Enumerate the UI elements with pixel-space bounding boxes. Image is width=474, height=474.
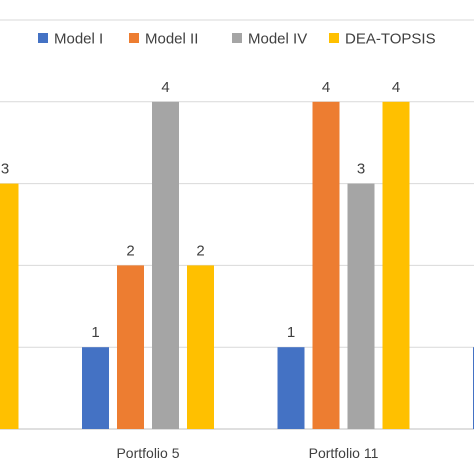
bar bbox=[117, 265, 144, 429]
data-label: 1 bbox=[287, 324, 295, 341]
bar bbox=[277, 347, 305, 429]
bar bbox=[152, 101, 179, 430]
data-label: 2 bbox=[196, 242, 204, 259]
data-label: 4 bbox=[392, 79, 400, 96]
data-label: 4 bbox=[161, 79, 169, 96]
legend-swatch bbox=[329, 33, 339, 43]
legend-swatch bbox=[129, 33, 139, 43]
x-axis-tick-labels: Portfolio 5 Portfolio 11 bbox=[116, 445, 378, 461]
bar bbox=[0, 183, 19, 429]
bar bbox=[82, 347, 109, 429]
data-label: 3 bbox=[357, 161, 365, 178]
legend-label: Model I bbox=[54, 31, 103, 48]
legend-swatch bbox=[232, 33, 242, 43]
bars bbox=[0, 101, 474, 430]
data-label: 4 bbox=[322, 79, 330, 96]
bar bbox=[382, 101, 410, 430]
legend-label: Model II bbox=[145, 31, 198, 48]
legend-swatch bbox=[38, 33, 48, 43]
data-label: 1 bbox=[91, 324, 99, 341]
bar bbox=[312, 101, 340, 430]
legend-label: DEA-TOPSIS bbox=[345, 31, 436, 48]
legend: Model I Model II Model IV DEA-TOPSIS bbox=[38, 31, 436, 48]
x-tick-label: Portfolio 11 bbox=[309, 445, 379, 461]
bar bbox=[347, 183, 375, 429]
data-labels: 3124214341 bbox=[1, 79, 400, 341]
data-label: 2 bbox=[126, 242, 134, 259]
data-label: 3 bbox=[1, 161, 9, 178]
legend-label: Model IV bbox=[248, 31, 307, 48]
bar bbox=[187, 265, 214, 429]
x-tick-label: Portfolio 5 bbox=[116, 445, 179, 461]
